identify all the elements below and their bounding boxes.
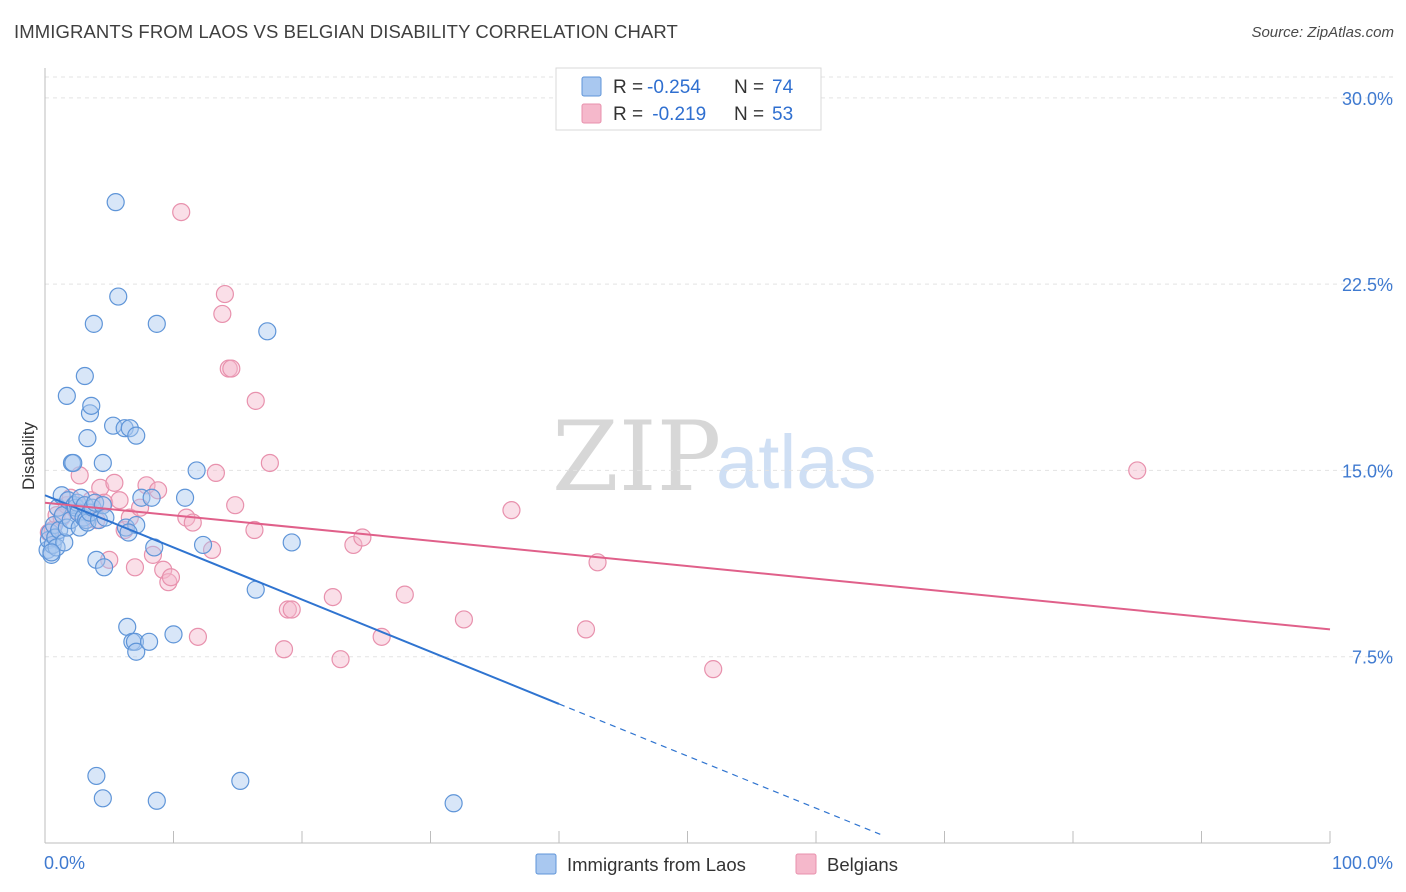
belgians-point xyxy=(125,558,145,577)
belgians-point xyxy=(576,620,596,639)
laos-point xyxy=(80,404,100,423)
laos-point xyxy=(82,396,101,415)
source-credit: Source: ZipAtlas.com xyxy=(1251,24,1394,41)
laos-point xyxy=(55,533,74,552)
laos-point xyxy=(109,287,128,306)
y-tick-label: 15.0% xyxy=(1342,461,1393,481)
bottom-legend-swatch-laos xyxy=(535,853,557,875)
watermark-zip: ZIP xyxy=(552,401,721,513)
belgians-point xyxy=(159,573,178,592)
laos-point xyxy=(258,322,277,341)
trend-lines xyxy=(44,494,1331,835)
belgians-point xyxy=(105,473,124,492)
belgians-point xyxy=(110,491,129,510)
laos-point xyxy=(93,789,112,808)
belgians-point xyxy=(395,585,414,604)
belgians-point xyxy=(353,528,372,547)
laos-point xyxy=(57,386,76,406)
legend-swatch-laos xyxy=(581,76,602,97)
legend-n-value-laos: 74 xyxy=(772,77,794,98)
bottom-legend-label-belgians: Belgians xyxy=(827,854,898,875)
laos-trend-line xyxy=(44,494,560,705)
y-tick-label: 22.5% xyxy=(1342,275,1393,295)
legend-r-label-belgians: R = xyxy=(613,104,643,125)
laos-point xyxy=(93,453,112,473)
laos-point xyxy=(282,533,301,552)
belgians-point xyxy=(226,496,245,515)
belgians-point xyxy=(1128,461,1147,480)
watermark-atlas: atlas xyxy=(716,420,877,505)
laos-point xyxy=(87,766,106,786)
belgians-point xyxy=(172,202,191,222)
legend-swatch-belgians xyxy=(581,103,602,124)
chart-title: IMMIGRANTS FROM LAOS VS BELGIAN DISABILI… xyxy=(14,21,678,42)
belgians-point xyxy=(206,463,226,483)
axes xyxy=(44,68,1331,844)
belgians-point xyxy=(246,391,265,410)
laos-point xyxy=(187,461,206,480)
laos-point xyxy=(75,366,94,386)
laos-point xyxy=(175,488,195,507)
laos-point xyxy=(139,632,159,651)
belgians-point xyxy=(143,545,163,564)
laos-point xyxy=(84,314,103,333)
laos-point xyxy=(64,453,83,473)
bottom-legend-swatch-belgians xyxy=(795,853,817,875)
series-legend: Immigrants from Laos Belgians xyxy=(535,853,898,875)
belgians-point xyxy=(331,650,350,669)
belgians-point xyxy=(260,453,279,473)
belgians-point xyxy=(278,600,297,619)
laos-point xyxy=(42,543,61,562)
laos-point xyxy=(132,488,151,507)
belgians-point xyxy=(245,520,264,540)
belgians-point xyxy=(323,587,342,607)
bottom-legend-label-laos: Immigrants from Laos xyxy=(567,854,746,875)
laos-point xyxy=(142,488,161,507)
belgians-point xyxy=(282,600,301,619)
belgians-point xyxy=(215,284,234,304)
y-tick-label: 30.0% xyxy=(1342,89,1393,109)
belgians-point xyxy=(704,660,723,679)
legend-r-value-laos: -0.254 xyxy=(647,77,701,98)
laos-point xyxy=(127,642,146,661)
laos-point xyxy=(231,771,250,791)
laos-point xyxy=(164,625,183,644)
laos-point xyxy=(127,515,146,535)
legend-n-label-belgians: N = xyxy=(734,104,764,125)
belgians-point xyxy=(148,481,168,500)
laos-point xyxy=(193,535,213,555)
y-axis-label: Disability xyxy=(19,421,38,490)
x-tick-label-min: 0.0% xyxy=(44,853,85,873)
belgians-point xyxy=(213,304,232,324)
belgians-point xyxy=(502,501,521,520)
stats-legend: R = -0.254 N = 74 R = -0.219 N = 53 xyxy=(555,67,822,131)
belgians-point xyxy=(222,359,241,378)
laos-point xyxy=(147,314,166,333)
laos-point xyxy=(444,794,463,813)
laos-trend-extrapolation xyxy=(558,703,881,835)
belgians-point xyxy=(202,540,222,560)
laos-points xyxy=(38,193,463,813)
laos-point xyxy=(106,193,125,212)
legend-n-value-belgians: 53 xyxy=(772,104,793,125)
y-tick-labels: 7.5% 15.0% 22.5% 30.0% xyxy=(1342,89,1393,668)
belgians-point xyxy=(454,610,474,629)
laos-point xyxy=(95,558,114,577)
laos-point xyxy=(127,426,146,445)
legend-n-label-laos: N = xyxy=(734,77,764,98)
belgians-point xyxy=(161,568,181,587)
legend-r-label-laos: R = xyxy=(613,77,643,98)
laos-point xyxy=(87,550,106,569)
laos-point xyxy=(78,429,97,448)
belgians-trend-line xyxy=(44,501,1331,631)
laos-point xyxy=(120,419,139,438)
belgians-point xyxy=(274,640,294,659)
belgians-point xyxy=(188,627,208,646)
legend-r-value-belgians: -0.219 xyxy=(647,104,706,125)
x-tick-label-max: 100.0% xyxy=(1332,853,1393,873)
y-tick-label: 7.5% xyxy=(1352,648,1393,668)
laos-point xyxy=(147,791,166,810)
